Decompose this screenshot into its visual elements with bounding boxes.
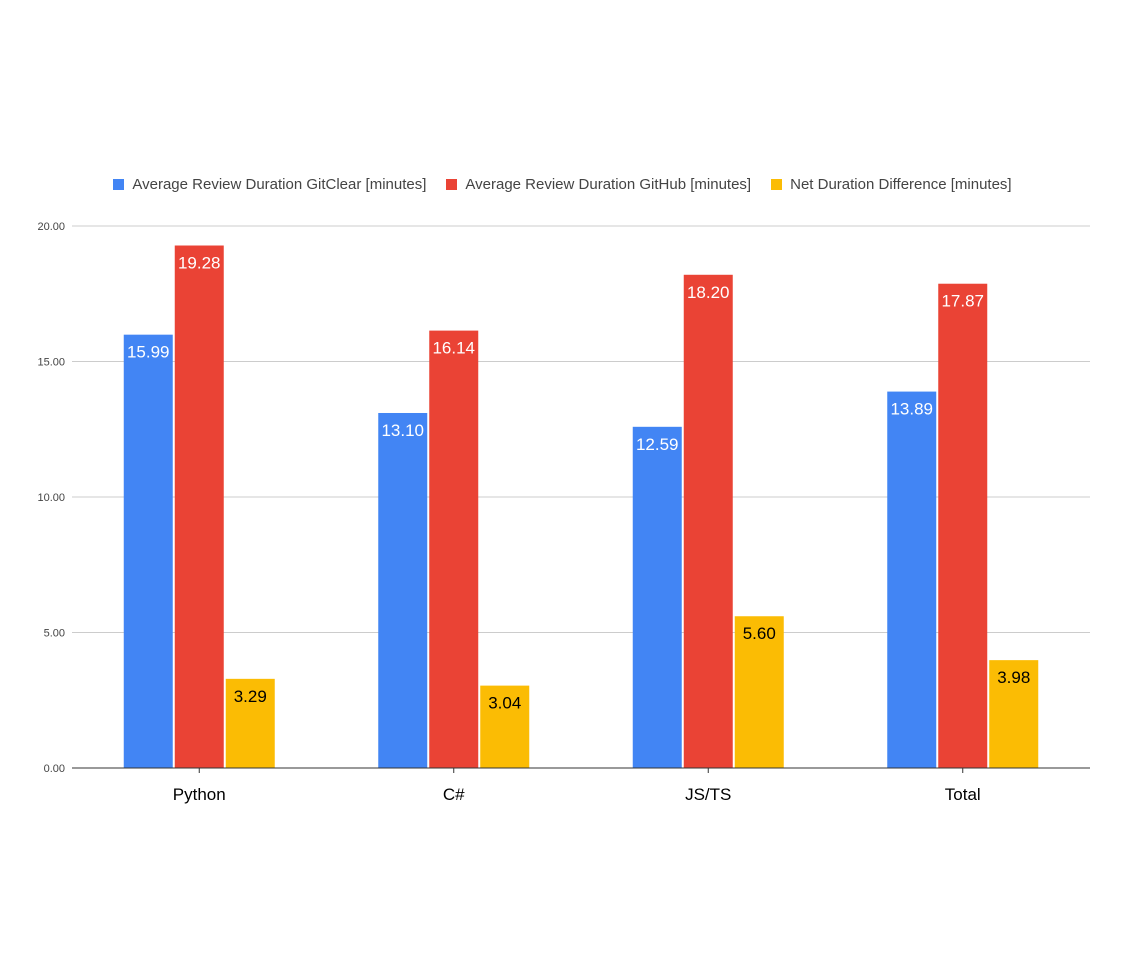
- y-tick-label: 15.00: [37, 357, 65, 369]
- y-tick-label: 10.00: [37, 492, 65, 504]
- x-tick-label: Total: [945, 785, 981, 804]
- x-tick-label: Python: [173, 785, 226, 804]
- bars: [123, 245, 1039, 769]
- legend-label-github: Average Review Duration GitHub [minutes]: [465, 176, 752, 193]
- bar-value-label: 17.87: [941, 292, 984, 311]
- legend: Average Review Duration GitClear [minute…: [0, 176, 1125, 193]
- bar: [938, 283, 988, 768]
- legend-swatch-github: [446, 179, 458, 190]
- bar-value-label: 3.29: [234, 687, 267, 706]
- y-axis-ticks: 0.00 5.00 10.00 15.00 20.00: [37, 221, 65, 775]
- x-tick-label: C#: [443, 785, 465, 804]
- bar: [480, 685, 530, 768]
- x-axis-ticks: Python C# JS/TS Total: [173, 768, 981, 804]
- y-tick-label: 0.00: [44, 763, 65, 775]
- legend-label-gitclear: Average Review Duration GitClear [minute…: [132, 176, 427, 193]
- legend-swatch-gitclear: [113, 179, 125, 190]
- bar-value-label: 18.20: [687, 283, 730, 302]
- legend-item-github: Average Review Duration GitHub [minutes]: [446, 176, 751, 193]
- bar-value-label: 13.10: [381, 421, 424, 440]
- bar: [429, 330, 479, 768]
- bar-value-label: 3.98: [997, 668, 1030, 687]
- bar-value-label: 16.14: [432, 339, 475, 358]
- legend-item-gitclear: Average Review Duration GitClear [minute…: [113, 176, 426, 193]
- bar: [123, 334, 173, 768]
- bar: [225, 678, 275, 768]
- bar-value-label: 13.89: [890, 400, 933, 419]
- bar: [174, 245, 224, 769]
- bar-value-label: 5.60: [743, 624, 776, 643]
- data-labels: 15.99 19.28 3.29 13.10 16.14 3.04 12.59 18.20 5.…: [127, 254, 1030, 713]
- bar: [734, 616, 784, 768]
- bar-value-label: 12.59: [636, 435, 679, 454]
- legend-label-net-difference: Net Duration Difference [minutes]: [790, 176, 1012, 193]
- x-tick-label: JS/TS: [685, 785, 731, 804]
- bar: [989, 660, 1039, 768]
- bar: [378, 412, 428, 768]
- legend-item-net-difference: Net Duration Difference [minutes]: [771, 176, 1012, 193]
- gridlines: [72, 225, 1090, 633]
- y-tick-label: 5.00: [44, 628, 65, 640]
- y-tick-label: 20.00: [37, 221, 65, 233]
- bar: [683, 274, 733, 768]
- bar-value-label: 15.99: [127, 343, 170, 362]
- legend-swatch-net-difference: [771, 179, 783, 190]
- bar-value-label: 3.04: [488, 694, 521, 713]
- bar: [887, 391, 937, 768]
- bar-value-label: 19.28: [178, 254, 221, 273]
- bar: [632, 426, 682, 768]
